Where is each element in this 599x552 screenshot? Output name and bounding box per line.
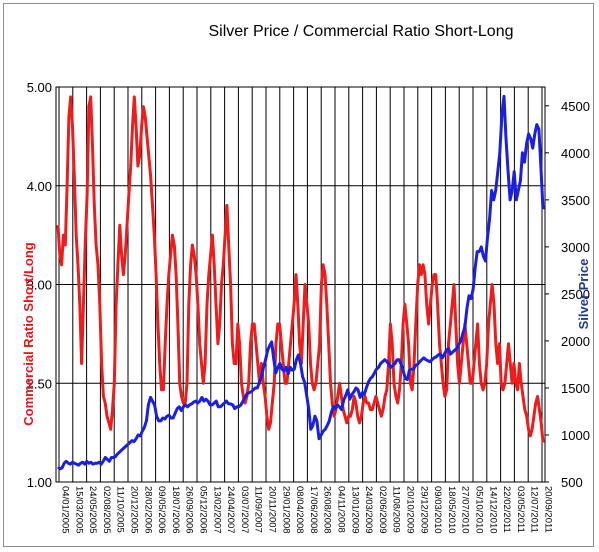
x-tick-label: 28/02/2006 <box>142 486 153 534</box>
silver-price-series-line <box>57 94 545 471</box>
x-axis-ticks: 04/01/2005 15/03/2005 24/05/2005 02/08/2005… <box>60 486 554 534</box>
x-tick-label: 05/10/2010 <box>474 486 485 534</box>
y-right-tick-label: 4000 <box>561 146 590 161</box>
y-left-tick-label: 4.00 <box>27 179 52 194</box>
y-axis-right-label: Silver Price <box>576 259 591 330</box>
y-right-tick-label: 2000 <box>561 334 590 349</box>
x-tick-label: 14/12/2010 <box>487 486 498 534</box>
y-right-tick-label: 4500 <box>561 99 590 114</box>
x-tick-label: 20/11/2007 <box>267 486 278 533</box>
y-right-tick-label: 500 <box>561 475 583 490</box>
chart-title: Silver Price / Commercial Ratio Short-Lo… <box>209 23 514 40</box>
horizontal-gridlines <box>56 86 545 483</box>
x-tick-label: 24/05/2005 <box>87 486 98 534</box>
x-tick-label: 17/06/2008 <box>308 486 319 534</box>
x-tick-label: 18/07/2006 <box>170 486 181 534</box>
y-left-tick-label: 3.00 <box>27 278 52 293</box>
x-tick-label: 09/03/2010 <box>432 486 443 534</box>
x-tick-label: 29/01/2008 <box>280 486 291 534</box>
x-tick-label: 20/12/2005 <box>129 486 140 534</box>
x-tick-label: 24/03/2009 <box>363 486 374 534</box>
y-right-tick-label: 1500 <box>561 381 590 396</box>
y-right-tick-label: 1000 <box>561 428 590 443</box>
x-tick-label: 03/07/2007 <box>239 486 250 534</box>
y-left-tick-label: 1.00 <box>27 475 52 490</box>
x-tick-label: 11/09/2007 <box>253 486 264 533</box>
x-tick-label: 24/04/2007 <box>225 486 236 534</box>
right-axis-ticks: 500 1000 1500 2000 2500 3000 3500 4000 4500 <box>545 99 590 490</box>
x-tick-label: 27/07/2010 <box>460 486 471 534</box>
y-left-tick-label: 5.00 <box>27 80 52 95</box>
series-layer <box>56 94 545 471</box>
x-tick-label: 08/04/2008 <box>294 486 305 534</box>
x-tick-label: 13/02/2007 <box>211 486 222 534</box>
chart-frame: Silver Price / Commercial Ratio Short-Lo… <box>3 3 594 547</box>
x-tick-label: 20/10/2009 <box>405 486 416 534</box>
x-tick-label: 15/03/2005 <box>73 486 84 534</box>
ratio-series-line <box>56 95 545 443</box>
left-axis-ticks: 1.00 2.50 3.00 4.00 5.00 <box>27 80 52 490</box>
x-tick-label: 05/12/2006 <box>198 486 209 534</box>
x-tick-label: 03/05/2011 <box>515 486 526 533</box>
x-tick-label: 29/12/2009 <box>418 486 429 534</box>
x-tick-label: 11/08/2009 <box>391 486 402 533</box>
x-tick-label: 04/11/2008 <box>336 486 347 533</box>
x-tick-label: 22/02/2011 <box>501 486 512 533</box>
x-tick-label: 18/05/2010 <box>446 486 457 534</box>
x-tick-label: 26/08/2008 <box>322 486 333 534</box>
x-tick-label: 02/06/2009 <box>377 486 388 534</box>
y-left-tick-label: 2.50 <box>27 376 52 391</box>
x-tick-label: 09/05/2006 <box>156 486 167 534</box>
y-axis-left-label: Commercial Ratio Short/Long <box>21 242 36 426</box>
y-right-tick-label: 2500 <box>561 287 590 302</box>
x-tick-label: 20/09/2011 <box>543 486 554 533</box>
x-tick-label: 02/08/2005 <box>101 486 112 534</box>
y-right-tick-label: 3500 <box>561 193 590 208</box>
x-tick-label: 13/01/2009 <box>349 486 360 534</box>
y-right-tick-label: 3000 <box>561 240 590 255</box>
x-tick-label: 11/10/2005 <box>115 486 126 533</box>
x-tick-label: 04/01/2005 <box>60 486 71 534</box>
chart-canvas: Silver Price / Commercial Ratio Short-Lo… <box>21 23 591 534</box>
x-tick-label: 12/07/2011 <box>529 486 540 533</box>
x-tick-label: 26/09/2006 <box>184 486 195 534</box>
